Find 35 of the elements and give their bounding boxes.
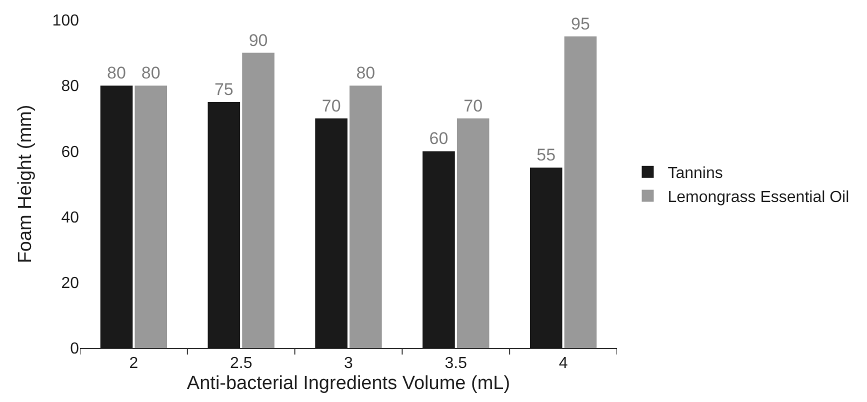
y-tick-label: 60 bbox=[61, 144, 80, 161]
data-label: 80 bbox=[356, 64, 376, 83]
y-tick-label: 80 bbox=[61, 78, 80, 96]
bar bbox=[350, 86, 382, 348]
data-label: 95 bbox=[571, 14, 590, 34]
y-axis-title: Foam Height (mm) bbox=[15, 104, 36, 264]
x-tick-label: 2 bbox=[129, 355, 138, 372]
bar bbox=[242, 52, 274, 348]
bar bbox=[208, 102, 240, 348]
data-label: 70 bbox=[322, 96, 341, 116]
bar bbox=[100, 86, 133, 348]
data-label: 75 bbox=[214, 80, 234, 99]
x-tick-label: 3.5 bbox=[444, 355, 468, 372]
data-label: 80 bbox=[141, 64, 160, 83]
x-tick-label: 3 bbox=[344, 355, 354, 372]
data-label: 90 bbox=[248, 30, 268, 50]
x-tick-label: 2.5 bbox=[230, 355, 252, 372]
y-tick-label: 100 bbox=[52, 12, 80, 30]
bar bbox=[422, 151, 455, 348]
x-tick-label: 4 bbox=[558, 355, 568, 372]
bar bbox=[564, 36, 597, 348]
data-label: 55 bbox=[536, 146, 556, 165]
legend-label: Tannins bbox=[668, 165, 723, 182]
data-label: 80 bbox=[107, 64, 126, 83]
y-tick-label: 40 bbox=[61, 209, 80, 226]
x-axis-title: Anti-bacterial Ingredients Volume (mL) bbox=[186, 373, 510, 394]
data-label: 70 bbox=[464, 96, 483, 116]
y-tick-label: 20 bbox=[61, 275, 80, 292]
bar bbox=[134, 86, 168, 348]
y-tick-label: 0 bbox=[70, 340, 80, 358]
legend-label: Lemongrass Essential Oil bbox=[668, 188, 850, 206]
data-label: 60 bbox=[429, 129, 448, 148]
bar bbox=[456, 118, 490, 348]
bar bbox=[315, 118, 348, 348]
bar bbox=[530, 168, 562, 348]
